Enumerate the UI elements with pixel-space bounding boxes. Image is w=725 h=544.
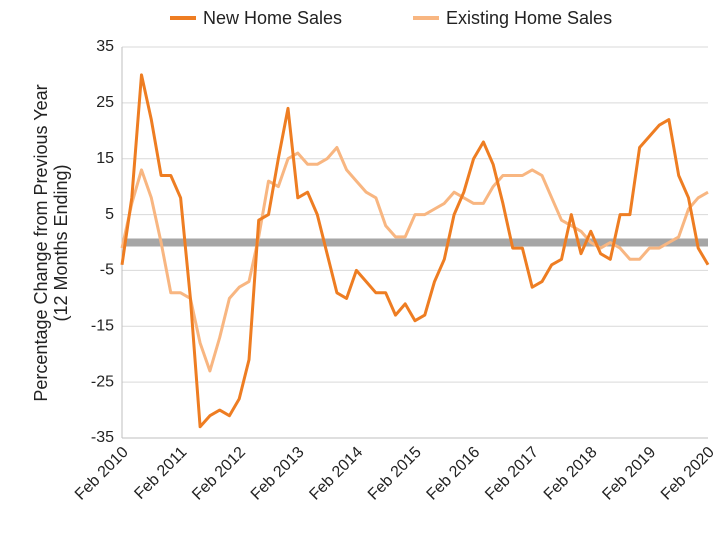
x-tick-group: Feb 2018 [541,444,601,504]
legend-label: New Home Sales [203,8,342,28]
legend-label: Existing Home Sales [446,8,612,28]
y-tick-label: 5 [105,206,114,223]
y-axis-title: Percentage Change from Previous Year (12… [31,84,71,401]
y-tick-label: 25 [96,94,114,111]
x-tick-group: Feb 2014 [306,444,366,504]
x-tick-label: Feb 2013 [248,444,308,504]
y-tick-label: -5 [100,262,114,279]
y-tick-label: 35 [96,38,114,55]
x-tick-label: Feb 2014 [306,444,366,504]
x-tick-label: Feb 2020 [658,444,718,504]
series-line [120,73,710,429]
x-tick-group: Feb 2020 [658,444,718,504]
x-tick-group: Feb 2012 [189,444,249,504]
x-tick-group: Feb 2011 [131,444,190,503]
x-tick-group: Feb 2015 [365,444,425,504]
y-axis-title-line: Percentage Change from Previous Year [31,84,51,401]
x-tick-group: Feb 2013 [248,444,308,504]
x-tick-group: Feb 2016 [424,444,484,504]
x-tick-label: Feb 2011 [131,444,190,503]
x-tick-group: Feb 2019 [599,444,659,504]
x-tick-label: Feb 2015 [365,444,425,504]
y-tick-label: -15 [91,318,114,335]
x-tick-label: Feb 2017 [482,444,542,504]
y-tick-label: -25 [91,373,114,390]
x-tick-group: Feb 2017 [482,444,542,504]
x-tick-label: Feb 2012 [189,444,249,504]
y-axis-title-line: (12 Months Ending) [51,164,71,321]
y-tick-label: 15 [96,150,114,167]
x-tick-label: Feb 2018 [541,444,601,504]
x-tick-label: Feb 2010 [72,444,132,504]
x-tick-label: Feb 2016 [424,444,484,504]
series-line [120,146,709,373]
y-tick-label: -35 [91,429,114,446]
x-tick-label: Feb 2019 [599,444,659,504]
x-tick-group: Feb 2010 [72,444,132,504]
